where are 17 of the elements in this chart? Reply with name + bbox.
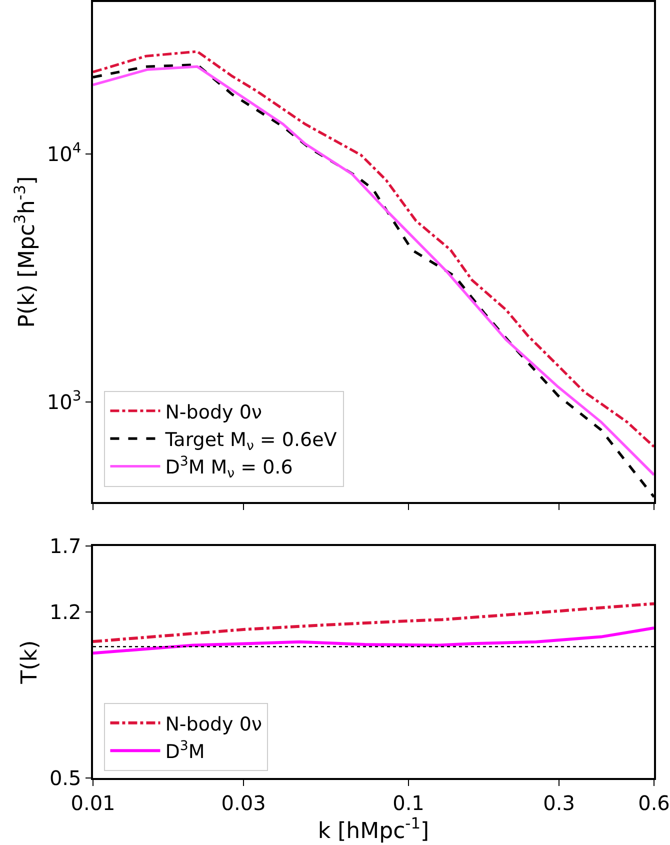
y-tick-label: 0.5 (49, 766, 82, 790)
x-tick-label: 0.03 (221, 790, 266, 815)
x-tick-label: 0.1 (392, 790, 424, 815)
y-tick-label: 10$^{4}$ (46, 140, 82, 166)
legend-label: N-body 0ν (165, 401, 262, 424)
x-tick-label: 0.6 (638, 790, 670, 815)
legend-label: D$^{3}$M (165, 739, 205, 763)
y-tick-label: 1.7 (49, 534, 82, 558)
legend-label: N-body 0ν (165, 713, 262, 736)
x-tick-label: 0.01 (70, 790, 116, 815)
y-tick-label: 1.2 (49, 600, 82, 624)
legend-label: D$^{3}$M M$_{ν}$ = 0.6 (165, 454, 293, 482)
y-axis-title: T(k) (18, 640, 43, 685)
x-axis-title: k [hMpc$^{-1}$] (318, 814, 430, 844)
legend-label: Target M$_{ν}$ = 0.6eV (164, 428, 337, 454)
x-tick-label: 0.3 (543, 790, 575, 815)
y-tick-label: 10$^{3}$ (46, 388, 82, 414)
